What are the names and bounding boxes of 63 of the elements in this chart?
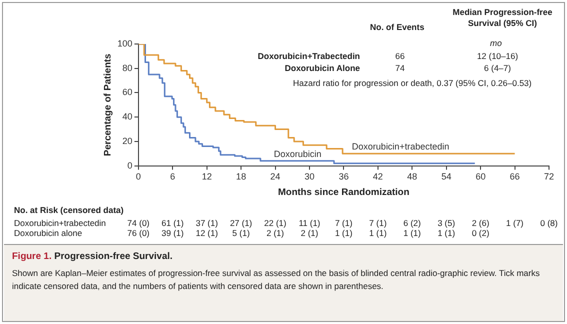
x-tick-label: 36 <box>338 172 349 182</box>
text: 0 (2) <box>470 228 490 238</box>
text: Doxorubicin alone <box>14 228 82 238</box>
x-tick-label: 30 <box>304 172 314 182</box>
text: Doxorubicin+trabectedin <box>14 218 106 228</box>
text: 1 (1) <box>334 228 354 238</box>
text: Median Progression-free Survival (95% CI) <box>452 7 554 29</box>
text: 37 (1) <box>194 218 219 228</box>
y-tick-label: 100 <box>117 38 132 48</box>
text: 2 (1) <box>300 228 320 238</box>
y-tick-label: 0 <box>127 160 132 170</box>
x-tick-label: 60 <box>476 172 486 182</box>
text: 2 (6) <box>470 218 490 228</box>
x-tick-label: 12 <box>202 172 212 182</box>
text: Shown are Kaplan–Meier estimates of progression-free survival as assessed on the basis of blinded central radio-graphic review. Tick marks indicate censored data, and the numbers of patients with censored data are shown in parentheses. <box>12 267 541 293</box>
x-tick-label: 54 <box>441 172 452 182</box>
x-tick-label: 48 <box>407 172 418 182</box>
y-axis-title: Percentage of Patients <box>102 54 114 156</box>
text: 12 (1) <box>194 228 219 238</box>
y-tick-label: 20 <box>122 136 132 146</box>
text: 74 (0) <box>126 218 151 228</box>
text: 3 (5) <box>436 218 456 228</box>
x-tick-label: 66 <box>510 172 520 182</box>
text: 7 (1) <box>334 218 354 228</box>
text: 1 (1) <box>368 228 388 238</box>
annotation: Doxorubicin Alone <box>284 63 360 73</box>
text: 22 (1) <box>263 218 288 228</box>
y-tick-label: 60 <box>122 87 132 98</box>
x-tick-label: 72 <box>544 172 554 182</box>
text: 1 (1) <box>436 228 456 238</box>
text: No. at Risk (censored data) <box>14 205 124 215</box>
text: 1 (7) <box>505 218 525 228</box>
text: 7 (1) <box>368 218 388 228</box>
text: 0 (8) <box>539 218 559 228</box>
text: No. of Events <box>370 22 424 32</box>
text: 11 (1) <box>298 218 322 228</box>
text: 39 (1) <box>160 228 185 238</box>
x-tick-label: 6 <box>170 172 176 182</box>
annotation: Hazard ratio for progression or death, 0.37 (95% CI, 0.26–0.53) <box>293 78 532 88</box>
x-axis-title: Months since Randomization <box>278 186 410 198</box>
annotation: 6 (4–7) <box>483 63 512 73</box>
text: 27 (1) <box>228 218 254 228</box>
x-tick-label: 24 <box>270 172 280 182</box>
annotation: mo <box>490 38 502 48</box>
text: 1 (1) <box>402 228 422 238</box>
y-tick-label: 40 <box>122 112 132 122</box>
text: 61 (1) <box>160 218 185 228</box>
x-tick-label: 18 <box>236 172 246 182</box>
annotation: 66 <box>394 51 406 61</box>
annotation: Doxorubicin+Trabectedin <box>256 51 360 61</box>
x-tick-label: 0 <box>136 172 141 182</box>
series-label: Doxorubicin <box>274 148 322 159</box>
text: 2 (1) <box>266 228 285 238</box>
y-tick-label: 80 <box>122 62 132 73</box>
text: 5 (1) <box>231 228 251 238</box>
annotation: 74 <box>394 63 406 73</box>
series-label: Doxorubicin+trabectedin <box>352 142 450 152</box>
text: Progression-free Survival. <box>54 251 173 262</box>
text: 6 (2) <box>402 218 422 228</box>
caption: Figure 1. <box>12 251 52 262</box>
x-tick-label: 42 <box>372 172 383 182</box>
annotation: 12 (10–16) <box>476 51 520 61</box>
text: 76 (0) <box>126 228 151 238</box>
